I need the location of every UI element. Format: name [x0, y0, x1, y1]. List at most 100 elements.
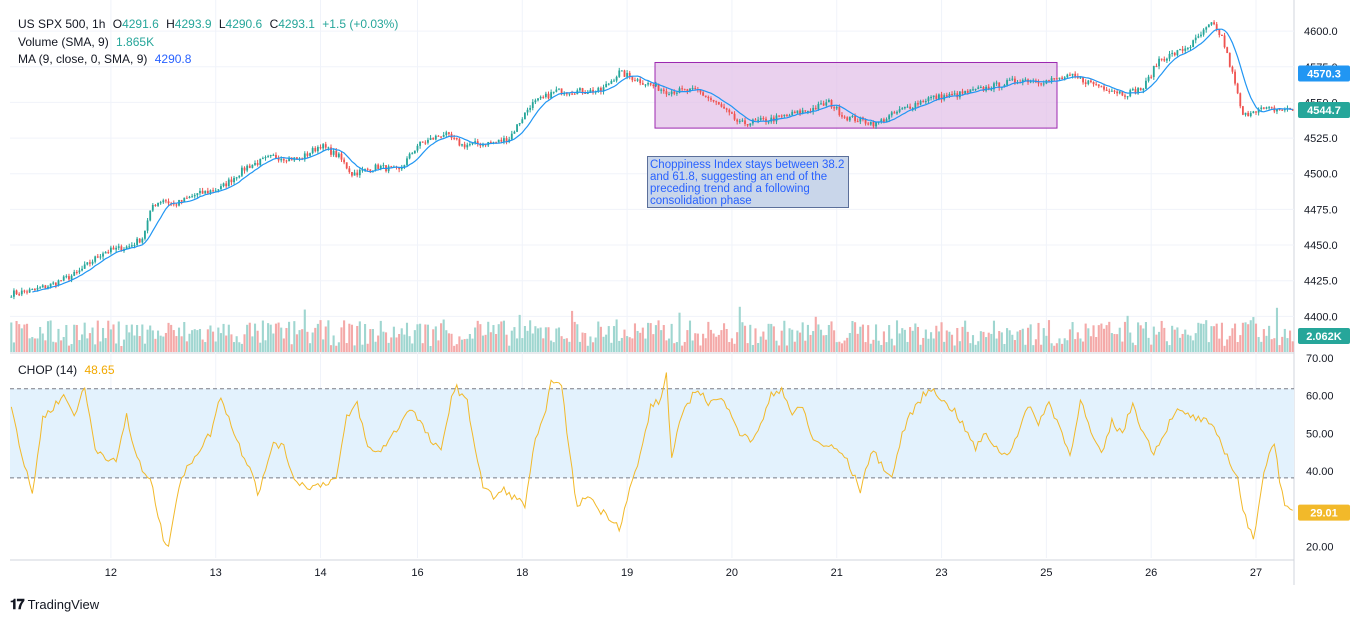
candle-body	[159, 202, 162, 204]
candle-body	[1200, 34, 1202, 37]
volume-bar	[1139, 325, 1142, 352]
volume-bar	[1231, 328, 1234, 352]
candle-body	[691, 88, 694, 90]
volume-bar	[1082, 341, 1085, 352]
volume-bar	[704, 338, 707, 352]
candle-body	[348, 168, 351, 173]
candle-body	[1014, 78, 1016, 83]
volume-bar	[1087, 328, 1090, 352]
candle-body	[1134, 89, 1137, 94]
volume-bar	[109, 329, 112, 352]
time-tick-label: 21	[831, 567, 843, 579]
volume-bar	[117, 321, 120, 352]
volume-bar	[893, 345, 896, 352]
candle-body	[636, 79, 639, 81]
volume-bar	[1032, 345, 1035, 352]
volume-bar	[327, 320, 330, 352]
candle-body	[851, 115, 854, 117]
candle-body	[1252, 111, 1255, 114]
volume-bar	[977, 341, 980, 352]
volume-bar	[272, 333, 275, 352]
volume-bar	[1202, 323, 1205, 352]
candle-body	[757, 119, 760, 121]
candle-body	[474, 141, 477, 143]
candle-body	[332, 150, 335, 155]
volume-bar	[992, 320, 996, 352]
volume-bar	[1283, 328, 1286, 352]
candle-body	[958, 91, 961, 98]
annotation-note[interactable]: Choppiness Index stays between 38.2 and …	[647, 156, 849, 208]
volume-bar	[10, 322, 13, 352]
candle-body	[225, 183, 228, 187]
candle-body	[589, 89, 592, 93]
candle-body	[586, 92, 589, 94]
candle-body	[610, 80, 613, 84]
candle-body	[303, 153, 306, 160]
volume-bar	[371, 328, 374, 352]
volume-bar	[290, 344, 293, 352]
candle-body	[390, 166, 393, 168]
volume-bar	[146, 329, 149, 352]
time-tick-label: 25	[1040, 567, 1052, 579]
volume-bar	[924, 329, 927, 352]
volume-bar	[101, 327, 105, 352]
volume-bar	[1226, 339, 1229, 352]
brand[interactable]: 𝟏𝟕 TradingView	[10, 596, 99, 613]
candle-body	[903, 106, 906, 109]
volume-bar	[649, 323, 652, 352]
volume-bar	[1213, 326, 1216, 352]
volume-bar	[1003, 343, 1006, 352]
candle-body	[217, 189, 220, 191]
candle-body	[1181, 49, 1184, 51]
candle-body	[104, 252, 107, 254]
open-label: O	[112, 17, 123, 31]
candle-body	[662, 89, 665, 92]
ma-value: 4290.8	[154, 52, 192, 66]
volume-bar	[219, 333, 222, 352]
range-rectangle	[654, 61, 1058, 129]
candle-body	[827, 100, 830, 103]
volume-bar	[1097, 325, 1100, 352]
candle-body	[890, 112, 893, 116]
volume-bar	[83, 322, 86, 352]
volume-bar	[466, 338, 469, 352]
candle-body	[1176, 50, 1179, 56]
candle-body	[859, 117, 862, 122]
volume-bar	[301, 329, 304, 352]
candle-body	[534, 100, 537, 103]
candle-body	[668, 94, 670, 96]
candle-body	[1257, 109, 1260, 113]
candle-body	[623, 70, 626, 77]
candle-body	[602, 87, 605, 92]
candle-body	[710, 98, 712, 100]
volume-bar	[395, 337, 398, 352]
volume-bar	[264, 340, 267, 352]
volume-bar	[610, 342, 613, 352]
candle-body	[128, 246, 131, 248]
volume-bar	[204, 342, 207, 352]
volume-bar	[138, 336, 141, 352]
candle-body	[41, 285, 44, 288]
volume-bar	[177, 327, 181, 352]
candle-body	[115, 247, 118, 250]
candle-body	[799, 110, 801, 114]
volume-bar	[552, 342, 555, 352]
volume-bar	[550, 340, 553, 352]
volume-bar	[175, 336, 178, 352]
volume-bar	[447, 333, 450, 352]
volume-bar	[673, 343, 676, 352]
candle-body	[869, 121, 872, 125]
volume-bar	[172, 330, 175, 352]
candle-body	[1205, 27, 1208, 30]
volume-bar	[586, 345, 589, 352]
volume-badge: 2.062K	[1306, 331, 1342, 343]
volume-bar	[1055, 343, 1058, 352]
candle-body	[453, 137, 456, 139]
volume-bar	[513, 327, 516, 352]
candle-body	[951, 93, 953, 95]
volume-bar	[1144, 322, 1147, 352]
volume-bar	[78, 340, 81, 352]
volume-bar	[1147, 337, 1150, 352]
candle-body	[1145, 80, 1147, 89]
